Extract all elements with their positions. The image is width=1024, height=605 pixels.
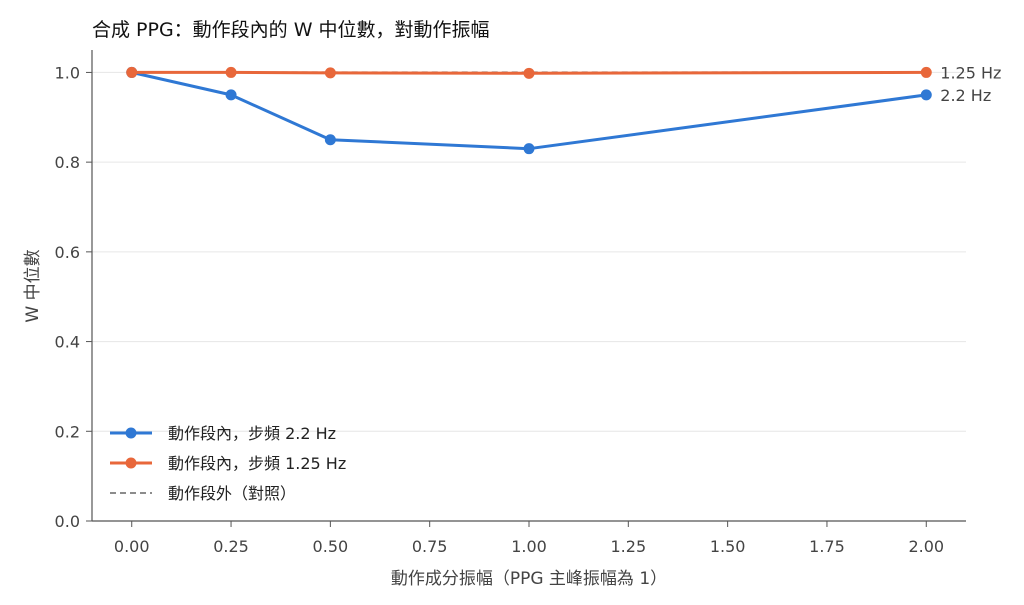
legend-item: 動作段內，步頻 2.2 Hz [110,424,336,443]
x-tick-label: 2.00 [908,537,944,556]
chart-title: 合成 PPG：動作段內的 W 中位數，對動作振幅 [92,19,490,41]
series-end-label: 1.25 Hz [940,63,1001,82]
data-point [126,66,138,78]
y-ticks: 0.0 0.2 0.4 0.6 0.8 1.0 [55,63,92,531]
data-point [324,134,336,146]
y-tick-label: 0.8 [55,153,80,172]
data-point [920,66,932,78]
legend-swatch-marker [125,457,137,469]
y-tick-label: 0.6 [55,243,80,262]
legend-item: 動作段內，步頻 1.25 Hz [110,454,346,473]
legend-label: 動作段內，步頻 1.25 Hz [168,454,346,473]
data-point [324,67,336,79]
y-axis-label: W 中位數 [23,249,43,322]
data-point [225,89,237,101]
x-tick-label: 0.50 [313,537,349,556]
data-point [523,67,535,79]
x-tick-label: 1.00 [511,537,547,556]
y-tick-label: 0.0 [55,512,80,531]
x-tick-label: 1.75 [809,537,845,556]
y-tick-label: 0.2 [55,422,80,441]
data-point [225,66,237,78]
y-tick-label: 1.0 [55,63,80,82]
x-tick-label: 1.25 [611,537,647,556]
x-tick-label: 0.75 [412,537,448,556]
x-ticks: 0.00 0.25 0.50 0.75 1.00 1.25 1.50 1.75 2.00 [114,521,944,556]
gridlines [92,71,966,432]
series-line [131,70,927,151]
y-tick-label: 0.4 [55,333,80,352]
legend-swatch-marker [125,427,137,439]
legend-label: 動作段外（對照） [168,484,296,503]
legend-label: 動作段內，步頻 2.2 Hz [168,424,336,443]
data-point [920,89,932,101]
series-end-label: 2.2 Hz [940,86,991,105]
x-axis-label: 動作成分振幅（PPG 主峰振幅為 1） [391,569,667,589]
data-point [523,143,535,155]
series-layer [126,66,932,155]
end-labels: 1.25 Hz 2.2 Hz [940,63,1001,104]
legend-item: 動作段外（對照） [110,484,296,503]
x-tick-label: 1.50 [710,537,746,556]
x-tick-label: 0.00 [114,537,150,556]
x-tick-label: 0.25 [213,537,249,556]
legend: 動作段內，步頻 2.2 Hz 動作段內，步頻 1.25 Hz 動作段外（對照） [110,424,346,503]
